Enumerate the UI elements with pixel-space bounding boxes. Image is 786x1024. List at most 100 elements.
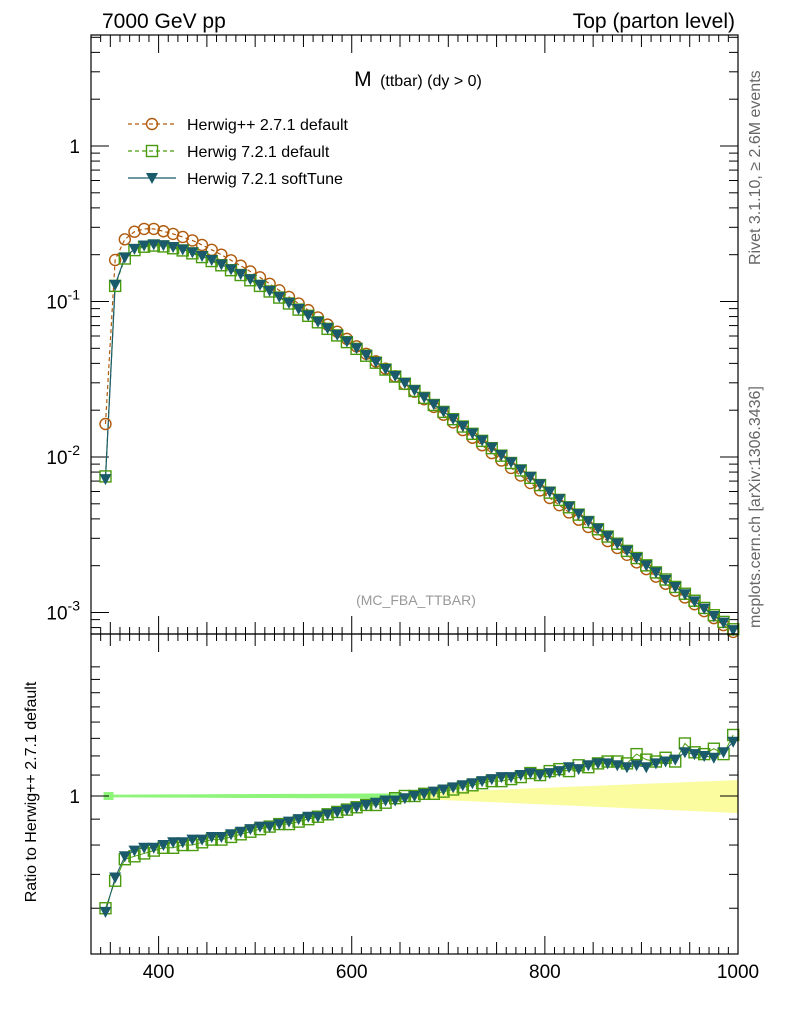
data-point-2 bbox=[311, 316, 324, 328]
ratio-point-1 bbox=[340, 804, 353, 816]
series-line-0 bbox=[104, 228, 734, 633]
data-point-2 bbox=[466, 428, 479, 440]
data-point-2 bbox=[572, 508, 585, 520]
data-point-2 bbox=[437, 406, 450, 418]
ratio-point-1 bbox=[543, 768, 556, 780]
analysis-label: (MC_FBA_TTBAR) bbox=[356, 592, 476, 608]
ratio-point-1 bbox=[109, 872, 122, 884]
ratio-y-tick-label: 1 bbox=[69, 787, 80, 808]
data-point-2 bbox=[302, 310, 315, 322]
legend-marker bbox=[145, 144, 159, 158]
data-point-2 bbox=[563, 501, 576, 513]
ratio-point-1 bbox=[437, 784, 450, 796]
legend-marker bbox=[145, 117, 159, 131]
ratio-point-1 bbox=[398, 793, 411, 805]
ratio-point-1 bbox=[147, 842, 160, 854]
ratio-point-1 bbox=[649, 758, 662, 770]
legend: Herwig++ 2.7.1 default Herwig 7.2.1 defau… bbox=[128, 117, 349, 188]
ratio-point-1 bbox=[659, 756, 672, 768]
ratio-point-1 bbox=[311, 811, 324, 823]
legend-entry-label: Herwig 7.2.1 default bbox=[187, 144, 330, 161]
ratio-point-1 bbox=[678, 747, 691, 759]
data-point-2 bbox=[118, 252, 131, 264]
data-point-0 bbox=[137, 222, 151, 236]
data-point-2 bbox=[640, 560, 653, 572]
plot-title-main: M bbox=[354, 68, 372, 91]
ratio-line-1 bbox=[105, 741, 734, 913]
data-point-2 bbox=[369, 357, 382, 369]
ratio-point-1 bbox=[225, 829, 238, 841]
data-point-2 bbox=[205, 254, 218, 266]
ratio-point-1 bbox=[321, 809, 334, 821]
data-point-2 bbox=[99, 474, 112, 486]
x-tick-label: 800 bbox=[529, 962, 561, 983]
data-point-0 bbox=[118, 233, 131, 246]
legend-marker bbox=[146, 173, 158, 184]
data-point-2 bbox=[698, 603, 711, 615]
ratio-point-1 bbox=[167, 837, 180, 849]
data-point-2 bbox=[669, 581, 682, 593]
series-line-1 bbox=[104, 244, 734, 630]
data-point-2 bbox=[128, 243, 141, 255]
data-point-2 bbox=[505, 457, 518, 469]
legend-entry-label: Herwig 7.2.1 softTune bbox=[187, 171, 343, 188]
data-point-2 bbox=[176, 244, 189, 256]
data-point-2 bbox=[620, 545, 633, 557]
ratio-point-1 bbox=[99, 906, 112, 918]
ratio-point-1 bbox=[128, 845, 141, 857]
ratio-point-1 bbox=[118, 851, 131, 863]
ratio-point-1 bbox=[485, 774, 498, 786]
ratio-point-1 bbox=[273, 819, 286, 831]
ratio-point-1 bbox=[196, 834, 209, 846]
data-point-2 bbox=[456, 421, 469, 433]
data-point-2 bbox=[167, 242, 180, 254]
data-point-2 bbox=[678, 589, 691, 601]
data-point-2 bbox=[495, 450, 508, 462]
x-tick-label: 1000 bbox=[717, 962, 759, 983]
ratio-point-1 bbox=[630, 760, 643, 772]
ratio-point-1 bbox=[418, 788, 431, 800]
ratio-point-1 bbox=[331, 806, 344, 818]
ratio-point-1 bbox=[360, 799, 373, 811]
data-point-2 bbox=[186, 247, 199, 259]
ratio-band-1 bbox=[409, 780, 738, 814]
data-point-2 bbox=[447, 413, 460, 425]
ratio-point-1 bbox=[505, 772, 518, 784]
data-point-2 bbox=[157, 240, 170, 252]
ratio-point-1 bbox=[244, 824, 257, 836]
data-point-2 bbox=[485, 442, 498, 454]
main-plot-panel: M (ttbar) (dy > 0) (MC_FBA_TTBAR) Herwig… bbox=[46, 34, 740, 639]
ratio-point-1 bbox=[138, 842, 151, 854]
ratio-point-1 bbox=[292, 814, 305, 826]
data-point-2 bbox=[524, 471, 537, 483]
data-point-2 bbox=[196, 251, 209, 263]
data-point-2 bbox=[273, 291, 286, 303]
ratio-uncertainty-bands bbox=[103, 780, 738, 814]
header-process-label: Top (parton level) bbox=[573, 10, 735, 33]
data-point-2 bbox=[534, 479, 547, 491]
ratio-point-1 bbox=[591, 758, 604, 770]
ratio-point-1 bbox=[572, 764, 585, 776]
plot-title: M (ttbar) (dy > 0) bbox=[354, 68, 482, 91]
data-point-0 bbox=[195, 238, 209, 252]
main-series-markers bbox=[99, 222, 740, 639]
y-tick-label: 10-1 bbox=[46, 287, 80, 314]
data-point-2 bbox=[225, 264, 238, 276]
ratio-point-1 bbox=[263, 821, 276, 833]
data-point-2 bbox=[253, 279, 266, 291]
x-tick-label: 400 bbox=[143, 962, 175, 983]
data-point-2 bbox=[707, 610, 720, 622]
plot-title-sub: (ttbar) (dy > 0) bbox=[380, 73, 482, 90]
ratio-point-1 bbox=[408, 791, 421, 802]
ratio-point-1 bbox=[698, 750, 711, 762]
ratio-point-1 bbox=[176, 837, 189, 849]
ratio-point-1 bbox=[514, 770, 527, 782]
ratio-point-1 bbox=[688, 749, 701, 761]
data-point-2 bbox=[476, 435, 489, 447]
data-point-2 bbox=[360, 350, 373, 362]
ratio-point-1 bbox=[524, 768, 537, 780]
data-point-2 bbox=[350, 343, 363, 355]
ratio-point-1 bbox=[534, 770, 547, 782]
data-point-2 bbox=[109, 279, 122, 291]
